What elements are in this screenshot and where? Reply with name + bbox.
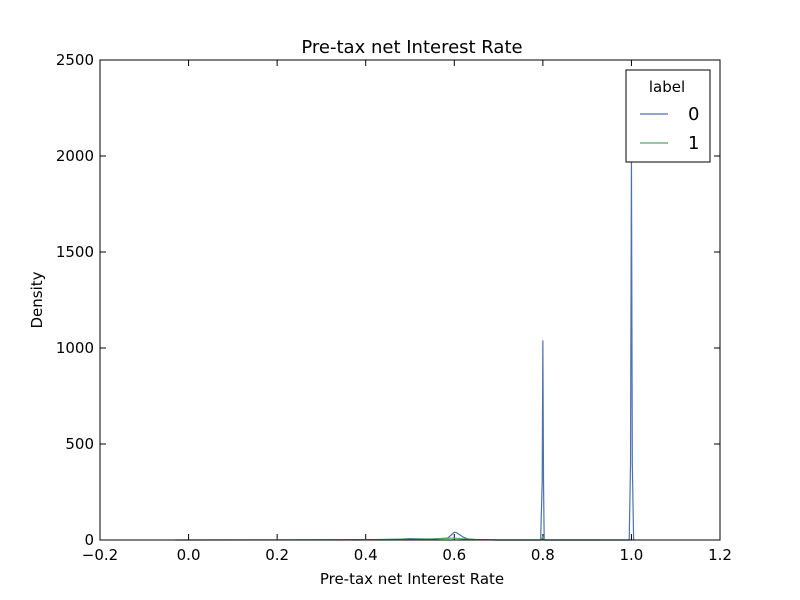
- series-layer: [175, 155, 635, 541]
- y-tick-label: 1500: [56, 243, 94, 261]
- x-tick-label: 0.2: [265, 546, 289, 564]
- y-tick-label: 2000: [56, 147, 94, 165]
- axis-ticks: −0.2 0.0 0.2 0.4 0.6 0.8 1.0 1.2 0 500 1000 1500 200…: [56, 51, 732, 564]
- series-line-0: [352, 155, 635, 541]
- y-tick-label: 0: [84, 531, 94, 549]
- y-tick-label: 500: [65, 435, 94, 453]
- x-tick-label: 1.2: [708, 546, 732, 564]
- plot-area-frame: [99, 59, 721, 541]
- x-tick-label: 0.6: [442, 546, 466, 564]
- x-tick-label: 0.0: [177, 546, 201, 564]
- legend: label 0 1: [625, 69, 711, 163]
- x-tick-label: −0.2: [82, 546, 118, 564]
- x-tick-label: 0.4: [354, 546, 378, 564]
- legend-label-1: 1: [688, 133, 699, 154]
- x-axis-label: Pre-tax net Interest Rate: [320, 570, 504, 588]
- x-tick-label: 0.8: [531, 546, 555, 564]
- chart-title: Pre-tax net Interest Rate: [301, 37, 522, 58]
- y-axis-label: Density: [28, 271, 46, 328]
- y-tick-label: 1000: [56, 339, 94, 357]
- legend-box: [625, 69, 711, 163]
- y-tick-label: 2500: [56, 51, 94, 69]
- legend-title: label: [649, 78, 685, 96]
- legend-label-0: 0: [688, 104, 699, 125]
- x-tick-label: 1.0: [619, 546, 643, 564]
